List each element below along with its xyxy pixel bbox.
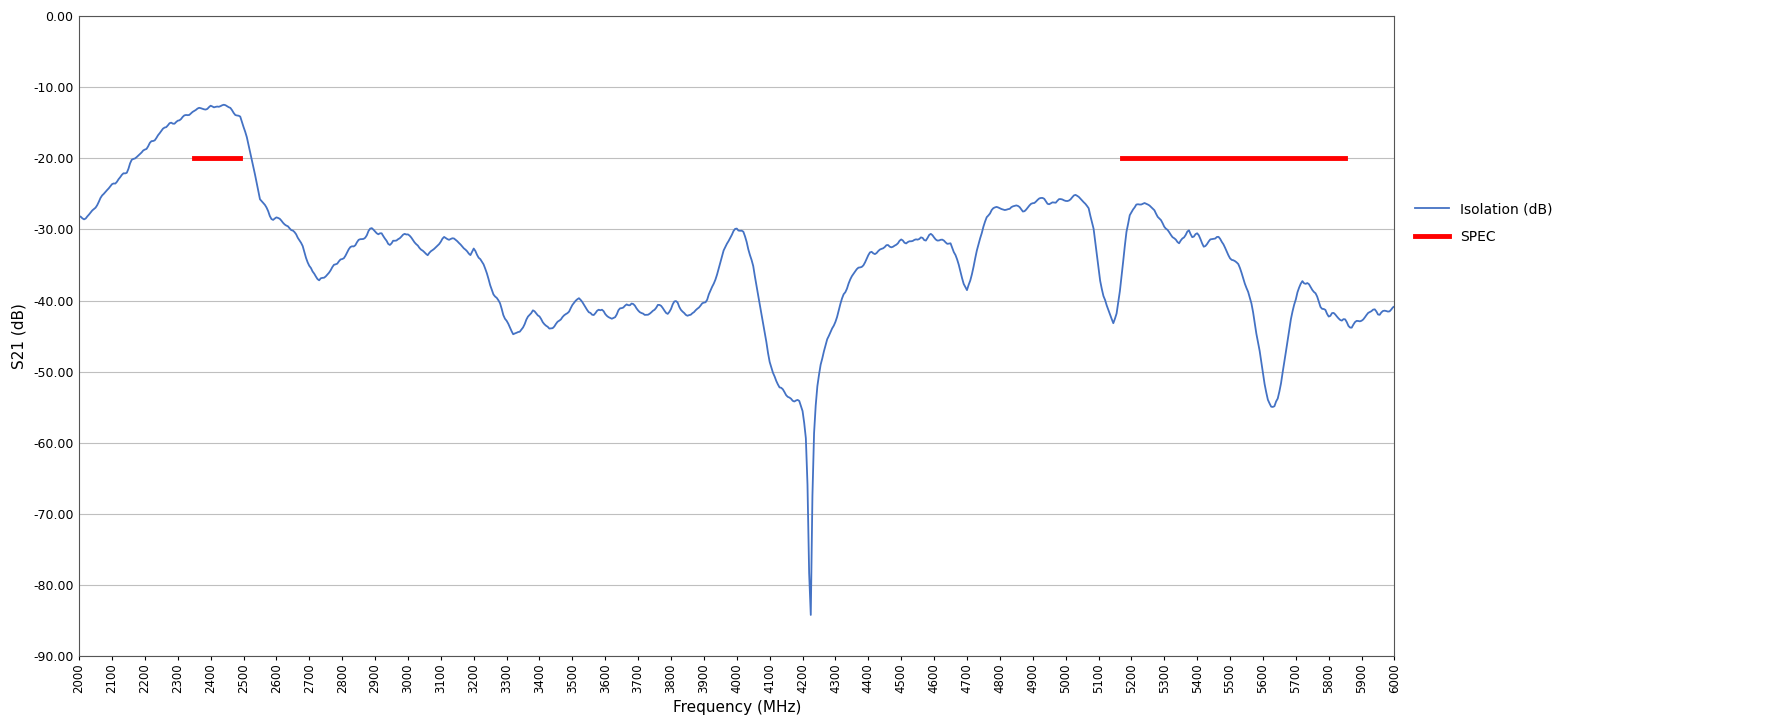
Isolation (dB) bbox=[669, 303, 690, 311]
Isolation (dB) bbox=[68, 212, 89, 221]
Isolation (dB) bbox=[247, 187, 268, 196]
Isolation (dB) bbox=[800, 611, 821, 619]
Isolation (dB) bbox=[1374, 306, 1396, 315]
SPEC bbox=[229, 154, 251, 163]
Line: Isolation (dB): Isolation (dB) bbox=[78, 105, 1394, 615]
Isolation (dB) bbox=[418, 251, 439, 260]
X-axis label: Frequency (MHz): Frequency (MHz) bbox=[672, 700, 800, 715]
Y-axis label: S21 (dB): S21 (dB) bbox=[11, 303, 27, 369]
Isolation (dB) bbox=[1383, 302, 1405, 311]
Legend: Isolation (dB), SPEC: Isolation (dB), SPEC bbox=[1415, 203, 1552, 244]
Isolation (dB) bbox=[903, 235, 925, 244]
Isolation (dB) bbox=[263, 216, 284, 224]
SPEC bbox=[183, 154, 204, 163]
Isolation (dB) bbox=[213, 100, 235, 109]
